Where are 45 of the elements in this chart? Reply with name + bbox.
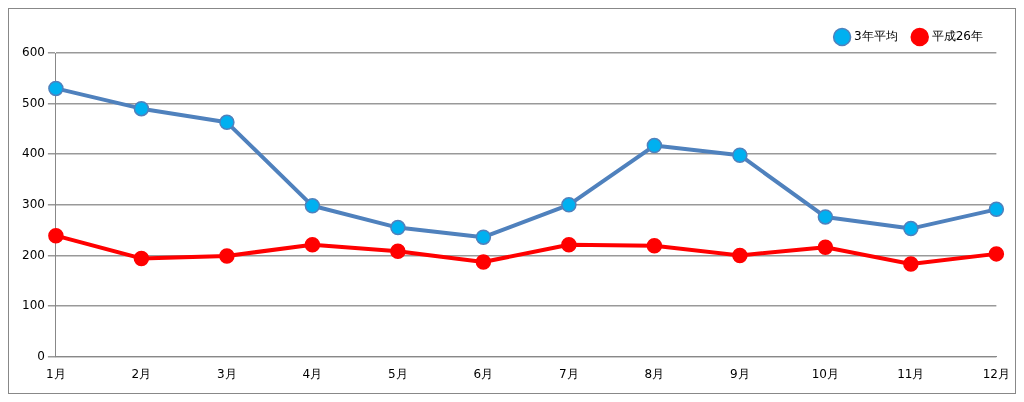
point	[48, 227, 64, 244]
point	[304, 198, 321, 214]
x-tick-label: 2月	[131, 366, 152, 381]
y-tick-label: 600	[22, 45, 45, 60]
point	[561, 237, 577, 253]
point	[475, 254, 492, 270]
point	[219, 114, 235, 131]
point	[390, 243, 406, 260]
x-tick-label: 8月	[644, 366, 665, 381]
x-tick-label: 1月	[46, 366, 66, 381]
x-tick-label: 5月	[388, 366, 408, 381]
x-tick-label: 11月	[897, 366, 925, 381]
legend-label: 平成26年	[931, 29, 984, 44]
y-tick-label: 300	[22, 196, 45, 211]
point	[133, 250, 150, 267]
x-tick-label: 12月	[982, 366, 1011, 381]
y-tick-label: 500	[22, 95, 45, 110]
point	[903, 256, 919, 272]
x-tick-label: 10月	[811, 366, 840, 381]
point	[988, 246, 1005, 262]
point	[988, 201, 1005, 218]
x-tick-label: 3月	[217, 366, 237, 381]
point	[903, 220, 919, 237]
y-tick-label: 400	[22, 146, 45, 161]
point	[48, 80, 64, 97]
point	[646, 238, 663, 254]
legend-label: 3年平均	[854, 29, 898, 44]
x-tick-label: 6月	[473, 366, 494, 381]
y-tick-label: 100	[22, 298, 45, 313]
x-tick-label: 7月	[559, 366, 579, 381]
y-tick-label: 0	[37, 348, 45, 363]
point	[304, 237, 321, 253]
point	[817, 209, 834, 225]
point	[732, 247, 748, 264]
point	[817, 239, 834, 256]
x-tick-label: 4月	[302, 366, 323, 381]
point	[133, 100, 150, 117]
point	[475, 229, 492, 245]
x-tick-label: 9月	[730, 366, 750, 381]
point	[219, 248, 235, 264]
y-tick-label: 200	[22, 247, 45, 262]
point	[561, 197, 577, 213]
point	[390, 219, 406, 236]
point	[732, 147, 748, 163]
point	[646, 137, 663, 154]
